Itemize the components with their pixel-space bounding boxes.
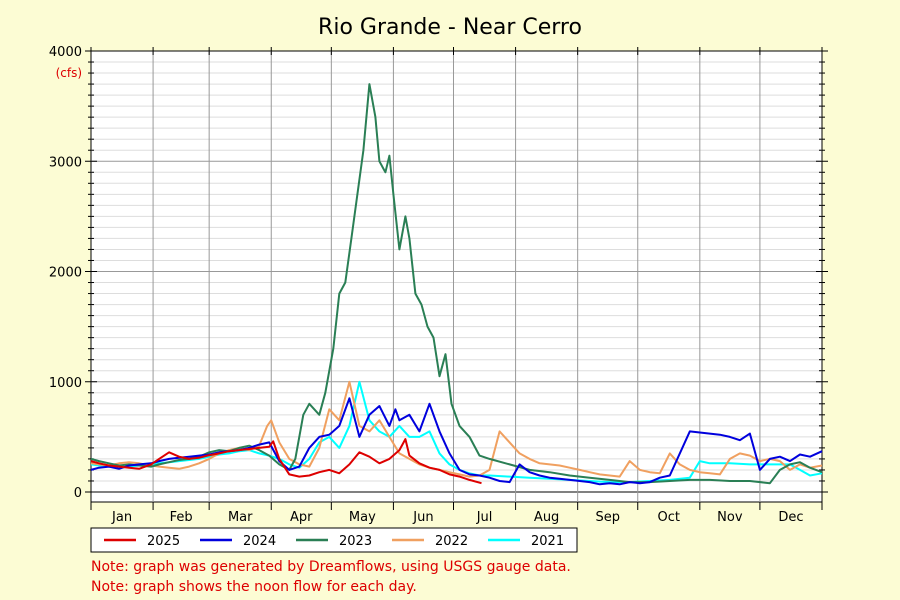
note-noon-flow: Note: graph shows the noon flow for each… [91, 579, 417, 595]
x-tick-label: Aug [534, 510, 559, 525]
y-tick-label: 0 [74, 486, 82, 501]
series-line-2025 [90, 438, 482, 485]
legend-label-2025: 2025 [147, 534, 180, 549]
chart-title: Rio Grande - Near Cerro [318, 15, 582, 40]
grid-lines [91, 51, 822, 502]
x-tick-label: Sep [595, 510, 620, 525]
x-tick-label: Jul [476, 510, 493, 525]
series-line-2021 [90, 380, 823, 484]
y-tick-label: 3000 [49, 155, 82, 170]
y-tick-label: 4000 [49, 45, 82, 60]
legend: 2025 2024 2023 2022 2021 [90, 527, 578, 553]
x-tick-label: Dec [778, 510, 803, 525]
x-tick-label: Jan [111, 510, 132, 525]
y-tick-label: 1000 [49, 376, 82, 391]
x-tick-label: Jun [412, 510, 433, 525]
x-tick-label: Nov [717, 510, 743, 525]
y-axis-unit-label: (cfs) [56, 66, 82, 80]
legend-label-2021: 2021 [531, 534, 564, 549]
x-tick-label: Oct [658, 510, 680, 525]
legend-label-2024: 2024 [243, 534, 276, 549]
legend-label-2023: 2023 [339, 534, 372, 549]
legend-box [90, 527, 578, 553]
series-lines [90, 83, 823, 486]
series-line-2022 [90, 380, 823, 478]
note-source: Note: graph was generated by Dreamflows,… [91, 559, 571, 575]
x-tick-label: Apr [290, 510, 313, 525]
y-tick-label: 2000 [49, 266, 82, 281]
x-tick-label: Mar [228, 510, 253, 525]
x-tick-label: May [349, 510, 376, 525]
axes: Jan Feb Mar Apr May Jun Jul Aug Sep Oct Nov Dec 0 100… [49, 45, 828, 525]
x-tick-label: Feb [170, 510, 193, 525]
legend-label-2022: 2022 [435, 534, 468, 549]
